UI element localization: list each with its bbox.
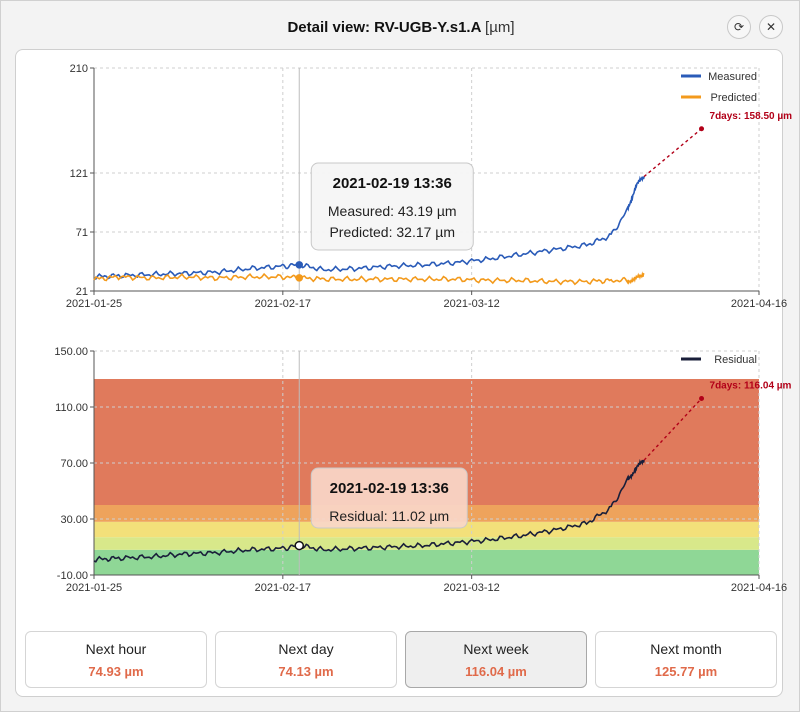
- tooltip-title: 2021-02-19 13:36: [330, 480, 449, 497]
- series-line-measured: [93, 175, 645, 280]
- forecast-point: [699, 126, 705, 132]
- y-tick-label: 30.00: [60, 514, 88, 526]
- series-line-residual: [93, 458, 645, 563]
- tile-next-day[interactable]: Next day 74.13 µm: [215, 631, 397, 688]
- forecast-point: [699, 396, 705, 402]
- tooltip-box: [310, 162, 474, 251]
- y-tick-label: 110.00: [55, 402, 88, 414]
- x-tick-label: 2021-04-16: [731, 298, 787, 310]
- x-tick-label: 2021-01-25: [66, 298, 122, 310]
- tooltip-line: Predicted: 32.17 µm: [329, 224, 455, 240]
- tooltip-box: [310, 467, 468, 529]
- tile-value: 74.13 µm: [278, 664, 334, 679]
- threshold-band: [94, 537, 759, 550]
- content-panel: [15, 49, 783, 697]
- x-tick-label: 2021-04-16: [731, 582, 787, 594]
- y-tick-label: 210: [70, 63, 88, 75]
- tile-label: Next month: [650, 641, 722, 657]
- y-tick-label: 71: [76, 227, 88, 239]
- y-tick-label: 150.00: [54, 346, 88, 358]
- y-tick-label: 121: [70, 168, 88, 180]
- tooltip-point: [294, 540, 304, 551]
- legend-label: Measured: [708, 71, 757, 83]
- tooltip-line: Measured: 43.19 µm: [328, 203, 457, 219]
- tile-next-month[interactable]: Next month 125.77 µm: [595, 631, 777, 688]
- threshold-band: [94, 549, 759, 575]
- tooltip-title: 2021-02-19 13:36: [333, 175, 452, 192]
- window-title-unit: [µm]: [485, 19, 515, 36]
- series-line-predicted: [93, 271, 645, 286]
- y-tick-label: 21: [76, 286, 88, 298]
- tile-next-week[interactable]: Next week 116.04 µm: [405, 631, 587, 688]
- window-title: Detail view: RV-UGB-Y.s1.A [µm]: [1, 19, 800, 36]
- tile-label: Next hour: [85, 641, 147, 657]
- x-tick-label: 2021-03-12: [444, 298, 500, 310]
- x-tick-label: 2021-01-25: [66, 582, 122, 594]
- forecast-line: [643, 128, 702, 178]
- window-title-text: Detail view: RV-UGB-Y.s1.A: [287, 19, 481, 36]
- tile-value: 116.04 µm: [465, 664, 527, 679]
- refresh-icon: ⟳: [733, 20, 745, 34]
- tooltip-point: [295, 261, 303, 269]
- tile-label: Next day: [278, 641, 334, 657]
- x-tick-label: 2021-02-17: [255, 582, 311, 594]
- close-button[interactable]: ✕: [759, 15, 783, 39]
- refresh-button[interactable]: ⟳: [727, 15, 751, 39]
- tooltip-line: Residual: 11.02 µm: [329, 508, 449, 524]
- tile-next-hour[interactable]: Next hour 74.93 µm: [25, 631, 207, 688]
- forecast-label: 7days: 158.50 µm: [710, 111, 793, 122]
- forecast-label: 7days: 116.04 µm: [710, 381, 792, 392]
- tile-value: 125.77 µm: [654, 664, 718, 679]
- x-tick-label: 2021-02-17: [255, 298, 311, 310]
- y-tick-label: -10.00: [57, 570, 88, 582]
- x-tick-label: 2021-03-12: [444, 582, 500, 594]
- y-tick-label: 70.00: [60, 458, 88, 470]
- threshold-band: [94, 521, 759, 538]
- forecast-tiles: Next hour 74.93 µm Next day 74.13 µm Nex…: [25, 631, 777, 689]
- legend-label: Residual: [714, 354, 757, 366]
- close-icon: ✕: [765, 20, 777, 34]
- tooltip-point: [295, 274, 303, 282]
- chart-1: 21 71 121 210 2021-01-25 2021-02-17 2021-03-12…: [66, 63, 792, 310]
- tile-label: Next week: [463, 641, 529, 657]
- legend-label: Predicted: [711, 92, 757, 104]
- forecast-line: [643, 398, 703, 461]
- chart-2: -10.00 30.00 70.00 110.00 150.00 2021-01-25 20…: [54, 346, 791, 594]
- tile-value: 74.93 µm: [88, 664, 144, 679]
